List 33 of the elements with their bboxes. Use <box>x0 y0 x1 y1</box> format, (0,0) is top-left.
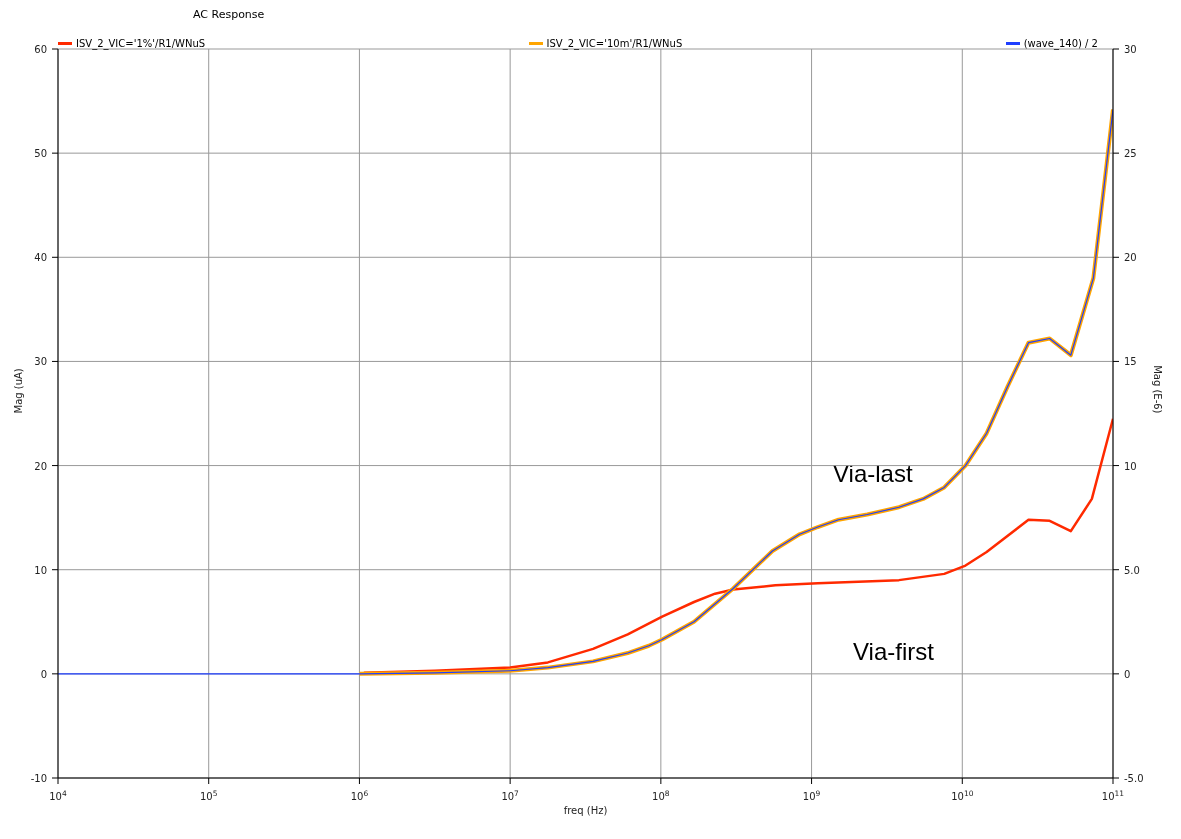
x-tick-label: 10$^{9}$ <box>802 788 821 802</box>
y-tick-label: 30 <box>34 356 47 368</box>
y-axis-title: Mag (uA) <box>12 368 24 414</box>
x-tick-label: 10$^{8}$ <box>652 788 670 802</box>
y2-tick-label: 30 <box>1124 44 1137 55</box>
y-tick-label: 0 <box>40 668 47 680</box>
legend-label: (wave_140) / 2 <box>1023 38 1098 49</box>
y2-tick-label: 20 <box>1124 252 1137 264</box>
x-tick-label: 10$^{6}$ <box>350 788 369 802</box>
annotation: Via-last <box>833 460 913 488</box>
annotation: Via-first <box>853 638 934 666</box>
x-tick-label: 10$^{11}$ <box>1101 788 1125 802</box>
legend-label: ISV_2_VIC='1%'/R1/WNuS <box>76 38 206 49</box>
chart-title: AC Response <box>192 8 266 23</box>
y2-axis-title: Mag (E-6) <box>1152 365 1164 414</box>
x-tick-label: 10$^{10}$ <box>951 788 974 802</box>
y-tick-label: 50 <box>34 148 47 160</box>
y2-tick-label: 5.0 <box>1124 564 1140 576</box>
y2-tick-label: 0 <box>1124 668 1131 680</box>
y2-tick-label: -5.0 <box>1124 773 1144 784</box>
y-tick-label: 40 <box>34 252 47 264</box>
y-tick-label: -10 <box>30 773 47 784</box>
y2-tick-label: 15 <box>1124 356 1137 368</box>
x-tick-label: 10$^{7}$ <box>501 788 520 802</box>
y2-tick-label: 10 <box>1124 460 1137 472</box>
x-tick-label: 10$^{5}$ <box>199 788 218 802</box>
y-tick-label: 20 <box>34 460 47 472</box>
legend-label: ISV_2_VIC='10m'/R1/WNuS <box>546 38 683 49</box>
y2-tick-label: 25 <box>1124 148 1137 160</box>
x-axis-title: freq (Hz) <box>563 805 608 816</box>
y-tick-label: 60 <box>34 44 47 55</box>
y-tick-label: 10 <box>34 564 47 576</box>
x-tick-label: 10$^{4}$ <box>49 788 67 802</box>
